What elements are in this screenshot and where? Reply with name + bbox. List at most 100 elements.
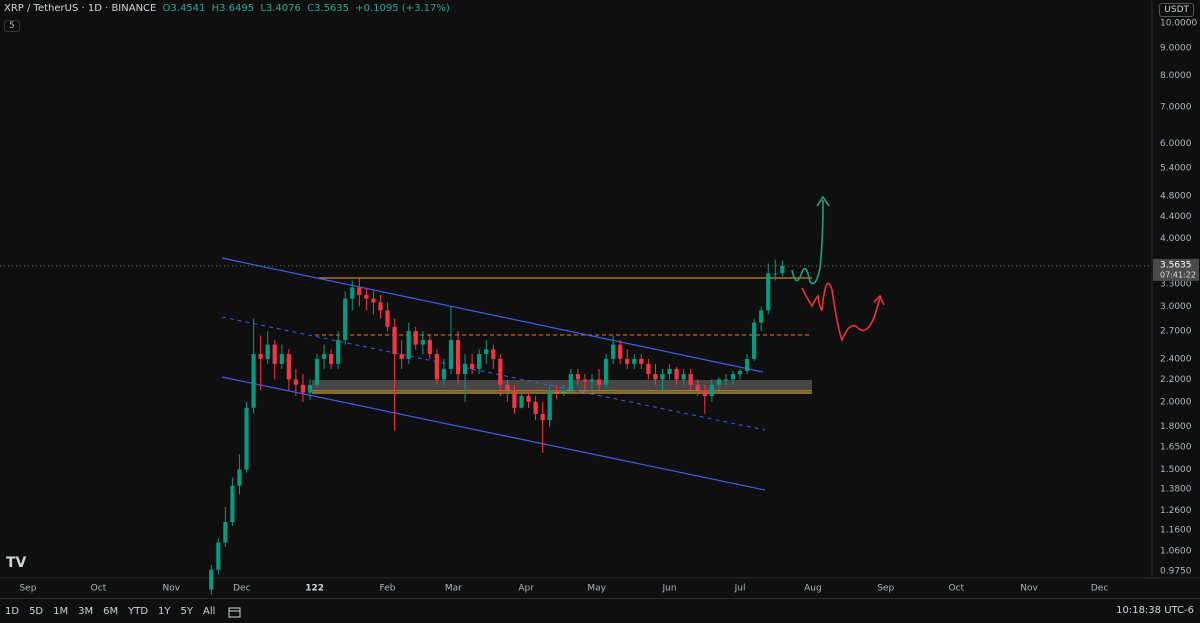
channel-bottom bbox=[221, 376, 766, 491]
ohlc: L3.4076 bbox=[260, 3, 301, 14]
x-tick-label: Dec bbox=[1091, 584, 1108, 594]
bullish-arrow bbox=[816, 195, 830, 207]
price-tag-label: 3.5635 bbox=[1160, 260, 1192, 270]
candle-body bbox=[420, 340, 425, 345]
candle-body bbox=[674, 368, 679, 380]
range-button[interactable]: YTD bbox=[128, 606, 149, 617]
candle-body bbox=[547, 390, 552, 421]
y-tick-label: 3.0000 bbox=[1160, 302, 1192, 312]
range-button[interactable]: 5Y bbox=[180, 606, 194, 617]
candle-body bbox=[611, 344, 616, 359]
change: +0.1095 (+3.17%) bbox=[355, 3, 450, 14]
candle-body bbox=[321, 354, 327, 359]
candle-body bbox=[554, 390, 559, 393]
range-button[interactable]: 1D bbox=[5, 606, 20, 617]
candle-body bbox=[723, 379, 729, 381]
candle-body bbox=[589, 379, 595, 382]
x-tick-label: Sep bbox=[877, 584, 894, 594]
range-button[interactable]: All bbox=[203, 606, 216, 617]
x-tick-label: Aug bbox=[804, 584, 822, 594]
candle-body bbox=[632, 358, 637, 364]
range-button[interactable]: 1M bbox=[53, 606, 69, 617]
range-button[interactable]: 5D bbox=[29, 606, 44, 617]
candle-body bbox=[695, 384, 700, 391]
date-range-icon[interactable] bbox=[228, 606, 242, 618]
support-zone bbox=[312, 380, 812, 391]
candle-body bbox=[759, 310, 764, 323]
x-tick-label: Oct bbox=[91, 584, 107, 594]
candle-body bbox=[688, 374, 693, 385]
y-tick-label: 1.8000 bbox=[1160, 422, 1192, 432]
x-tick-label: Mar bbox=[445, 584, 462, 594]
candle-body bbox=[413, 331, 418, 345]
candle-body bbox=[533, 401, 538, 414]
candle-body bbox=[286, 354, 291, 380]
x-tick-label: Nov bbox=[163, 584, 181, 594]
candle-body bbox=[709, 384, 714, 397]
candle-body bbox=[491, 349, 496, 359]
y-tick-label: 1.6500 bbox=[1160, 443, 1192, 453]
channel-top bbox=[221, 257, 764, 373]
candle-body bbox=[737, 370, 743, 375]
logo: TV bbox=[6, 555, 27, 571]
x-tick-label: Jun bbox=[662, 584, 677, 594]
candle-body bbox=[639, 358, 644, 364]
y-tick-label: 8.0000 bbox=[1160, 71, 1192, 81]
y-tick-label: 1.5000 bbox=[1160, 465, 1192, 475]
candle-body bbox=[498, 358, 503, 385]
y-tick-label: 4.4000 bbox=[1160, 212, 1192, 222]
candle-body bbox=[427, 340, 432, 355]
candle-body bbox=[618, 344, 623, 359]
candle-body bbox=[244, 407, 249, 470]
candle-body bbox=[293, 379, 298, 385]
candle-body bbox=[223, 522, 228, 543]
candle-body bbox=[596, 379, 602, 385]
ohlc: O3.4541 bbox=[162, 3, 206, 14]
x-tick-label: Sep bbox=[19, 584, 36, 594]
clock: 10:18:38 UTC-6 bbox=[1116, 605, 1194, 616]
range-button[interactable]: 3M bbox=[78, 606, 94, 617]
candle-body bbox=[766, 273, 771, 311]
candle-body bbox=[484, 349, 489, 355]
range-button[interactable]: 1Y bbox=[158, 606, 171, 617]
candle-body bbox=[744, 358, 750, 371]
candle-body bbox=[329, 354, 334, 364]
candle-body bbox=[357, 287, 362, 295]
candle-body bbox=[399, 354, 404, 359]
bearish-arrow bbox=[873, 294, 885, 306]
candle-body bbox=[455, 340, 461, 375]
price-tag bbox=[1153, 258, 1199, 281]
bottom-toolbar: 1D 5D 1M 3M 6M YTD 1Y 5Y All 10:18:38 UT… bbox=[0, 598, 1200, 623]
candle-body bbox=[519, 396, 524, 408]
candle-body bbox=[441, 368, 447, 380]
candle-body bbox=[343, 298, 348, 341]
y-tick-label: 2.7000 bbox=[1160, 327, 1192, 337]
x-tick-label: Jul bbox=[734, 584, 746, 594]
candle-body bbox=[209, 569, 214, 590]
candle-body bbox=[385, 310, 390, 327]
y-tick-label: 7.0000 bbox=[1160, 103, 1192, 113]
candle-body bbox=[272, 344, 277, 364]
indicator-toggle[interactable]: 5 bbox=[4, 20, 20, 32]
candle-body bbox=[702, 390, 707, 397]
x-tick-label: Feb bbox=[380, 584, 396, 594]
candle-body bbox=[371, 298, 376, 303]
currency[interactable]: USDT bbox=[1159, 3, 1194, 17]
y-tick-label: 5.4000 bbox=[1160, 164, 1192, 174]
y-tick-label: 4.8000 bbox=[1160, 191, 1192, 201]
candle-body bbox=[300, 384, 306, 393]
countdown: 07:41:22 bbox=[1160, 270, 1196, 279]
ohlc: C3.5635 bbox=[307, 3, 350, 14]
y-tick-label: 2.0000 bbox=[1160, 397, 1192, 407]
candle-body bbox=[470, 363, 475, 369]
candle-body bbox=[258, 354, 263, 359]
legend: XRP / TetherUS · 1D · BINANCE O3.4541 H3… bbox=[4, 3, 453, 14]
y-tick-label: 1.1600 bbox=[1160, 526, 1192, 536]
y-tick-label: 3.3000 bbox=[1160, 279, 1192, 289]
bullish-projection bbox=[791, 199, 824, 285]
candle-body bbox=[251, 354, 256, 408]
candle-body bbox=[364, 294, 369, 299]
y-tick-label: 2.4000 bbox=[1160, 354, 1192, 364]
candle-body bbox=[681, 374, 686, 380]
range-button[interactable]: 6M bbox=[103, 606, 119, 617]
